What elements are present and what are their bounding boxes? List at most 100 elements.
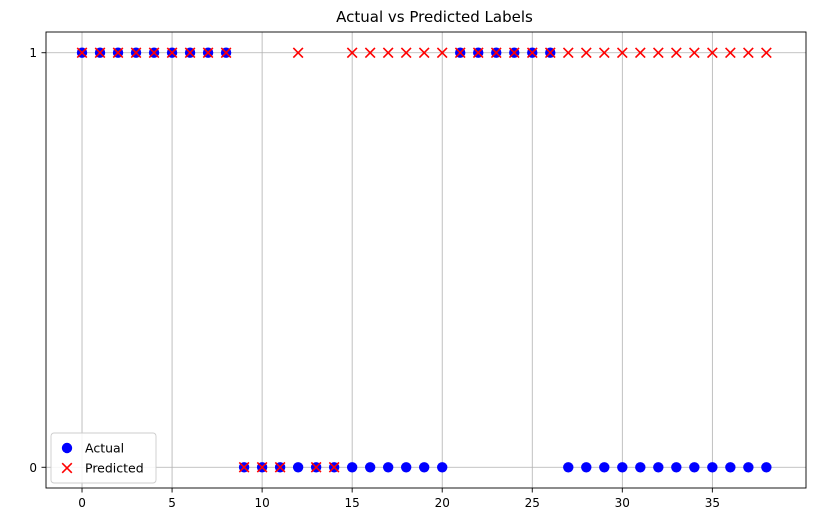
predicted-point [130, 47, 142, 59]
legend-predicted-marker [61, 462, 73, 474]
actual-point [599, 462, 610, 473]
predicted-point-stroke [454, 47, 466, 59]
x-tick-label: 10 [254, 496, 269, 510]
predicted-point-stroke [112, 47, 124, 59]
actual-point [707, 462, 718, 473]
x-tick-label: 15 [345, 496, 360, 510]
predicted-point [328, 461, 340, 473]
predicted-point [706, 47, 718, 59]
predicted-point [166, 47, 178, 59]
predicted-point-stroke [544, 47, 556, 59]
actual-point [743, 462, 754, 473]
predicted-point-stroke [724, 47, 736, 59]
predicted-point [562, 47, 574, 59]
predicted-point-stroke [688, 47, 700, 59]
predicted-point [184, 47, 196, 59]
predicted-point [526, 47, 538, 59]
predicted-point-stroke [634, 47, 646, 59]
predicted-point [688, 47, 700, 59]
predicted-point-stroke [274, 461, 286, 473]
predicted-point [634, 47, 646, 59]
predicted-point-stroke [761, 47, 772, 59]
legend-box [50, 432, 157, 484]
plot-frame [45, 31, 807, 489]
predicted-point-stroke [364, 47, 376, 59]
predicted-point [472, 47, 484, 59]
predicted-point [238, 461, 250, 473]
predicted-point-stroke [166, 47, 178, 59]
x-tick-label: 5 [168, 496, 176, 510]
actual-point [418, 462, 430, 473]
predicted-point-stroke [400, 47, 412, 59]
actual-point [563, 462, 574, 473]
predicted-point [310, 461, 322, 473]
predicted-point [652, 47, 664, 59]
predicted-point-stroke [652, 47, 664, 59]
predicted-point-stroke [562, 47, 574, 59]
actual-point [617, 462, 628, 473]
legend-predicted-marker-stroke [61, 462, 73, 474]
predicted-point [202, 47, 214, 59]
predicted-point [544, 47, 556, 59]
actual-point [653, 462, 664, 473]
predicted-point [364, 47, 376, 59]
predicted-point-stroke [346, 47, 358, 59]
predicted-point [598, 47, 610, 59]
predicted-point [220, 47, 232, 59]
predicted-point-stroke [436, 47, 448, 59]
predicted-point-stroke [616, 47, 628, 59]
grid [46, 32, 806, 488]
actual-point [671, 462, 682, 473]
y-tick-label: 0 [29, 461, 37, 475]
predicted-point [436, 47, 448, 59]
legend-actual-label: Actual [85, 441, 124, 456]
predicted-point [418, 47, 430, 59]
actual-point [635, 462, 646, 473]
predicted-point-stroke [184, 47, 196, 59]
x-tick-label: 0 [78, 496, 86, 510]
predicted-point [346, 47, 358, 59]
predicted-point [616, 47, 628, 59]
predicted-point-stroke [472, 47, 484, 59]
predicted-point [508, 47, 520, 59]
y-tick-label: 1 [29, 46, 37, 60]
x-tick-label: 25 [525, 496, 540, 510]
actual-point [581, 462, 592, 473]
x-tick-label: 35 [705, 496, 720, 510]
predicted-point [724, 47, 736, 59]
predicted-point [454, 47, 466, 59]
predicted-point [292, 47, 304, 59]
predicted-point [400, 47, 412, 59]
predicted-point-stroke [310, 461, 322, 473]
predicted-point-stroke [670, 47, 682, 59]
predicted-point-stroke [490, 47, 502, 59]
actual-point [346, 462, 358, 473]
predicted-point [256, 461, 268, 473]
predicted-point [580, 47, 592, 59]
predicted-point-stroke [94, 47, 106, 59]
axis-ticks: 0 5 10 15 20 25 30 35 0 1 [29, 46, 720, 510]
predicted-point-stroke [580, 47, 592, 59]
predicted-point-stroke [508, 47, 520, 59]
actual-point [292, 462, 304, 473]
predicted-point-stroke [148, 47, 160, 59]
predicted-point-stroke [328, 461, 340, 473]
predicted-point-stroke [598, 47, 610, 59]
predicted-point [76, 47, 88, 59]
predicted-series [76, 47, 772, 473]
predicted-point-stroke [382, 47, 394, 59]
predicted-point [94, 47, 106, 59]
actual-point [382, 462, 394, 473]
predicted-point [670, 47, 682, 59]
actual-point [364, 462, 376, 473]
actual-series [76, 47, 772, 473]
predicted-point [148, 47, 160, 59]
actual-point [761, 462, 772, 473]
data-points [76, 47, 772, 473]
predicted-point [112, 47, 124, 59]
legend: Actual Predicted [50, 432, 157, 484]
predicted-point-stroke [706, 47, 718, 59]
legend-predicted-label: Predicted [85, 461, 144, 476]
predicted-point [490, 47, 502, 59]
